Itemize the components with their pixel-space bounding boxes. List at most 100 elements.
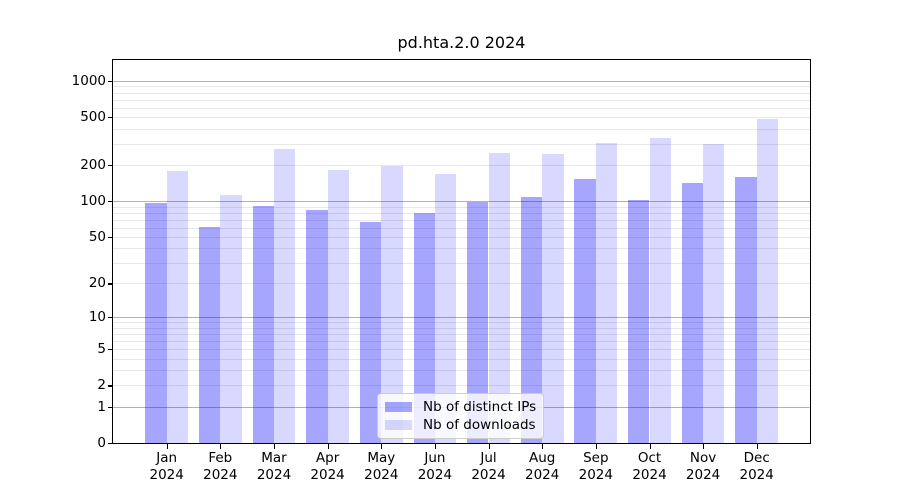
bar-downloads-may [381,165,403,443]
legend-label-distinct-ips: Nb of distinct IPs [423,398,537,415]
gridline-minor [113,322,810,324]
legend-swatch-downloads [385,420,412,430]
y-tick-label: 1 [97,398,106,415]
bar-downloads-nov [703,144,725,443]
x-tick-mark [649,444,651,449]
gridline-minor [113,143,810,145]
bar-distinct-ips-sep [574,179,596,443]
y-tick-label: 0 [97,435,106,451]
x-tick-label-feb: Feb 2024 [203,450,238,483]
gridline-minor [113,92,810,94]
legend: Nb of distinct IPs Nb of downloads [377,393,544,439]
gridline-minor [113,117,810,119]
legend-entry-distinct-ips: Nb of distinct IPs [385,399,537,416]
gridline-minor [113,99,810,101]
x-tick-mark [756,444,758,449]
bar-downloads-jul [488,153,510,443]
legend-label-downloads: Nb of downloads [423,416,536,433]
bar-downloads-oct [649,137,671,443]
gridline-minor [113,327,810,329]
x-tick-label-sep: Sep 2024 [578,450,613,483]
y-tick-mark [108,165,113,167]
y-tick-mark [108,443,113,445]
x-tick-label-jan: Jan 2024 [149,450,184,483]
gridline-minor [113,206,810,208]
y-tick-mark [108,80,113,83]
y-tick-label: 2 [97,377,106,394]
y-tick-mark [108,406,113,408]
bar-distinct-ips-jun [413,212,435,443]
x-tick-label-aug: Aug 2024 [525,450,560,483]
gridline-major [113,201,810,203]
legend-entry-downloads: Nb of downloads [385,417,537,434]
bar-distinct-ips-jul [467,201,489,443]
x-tick-label-jun: Jun 2024 [417,450,453,483]
gridline-minor [113,212,810,214]
gridline-minor [113,370,810,372]
y-tick-label: 20 [88,275,106,292]
y-tick-label: 10 [88,309,106,326]
legend-swatch-distinct-ips [385,402,412,412]
x-tick-mark [488,444,490,449]
bar-distinct-ips-may [359,221,382,443]
bar-distinct-ips-dec [735,176,757,443]
y-tick-label: 200 [80,157,106,173]
x-tick-mark [434,444,437,449]
x-tick-mark [274,444,276,449]
y-tick-label: 50 [88,228,106,245]
bar-distinct-ips-apr [306,209,328,443]
y-tick-mark [108,385,113,387]
bar-downloads-mar [274,149,296,443]
x-tick-label-oct: Oct 2024 [632,450,667,483]
y-tick-label: 500 [80,109,106,126]
gridline-minor [113,165,810,166]
gridline-major [113,80,810,82]
y-tick-mark [108,349,113,351]
plot-area: Nb of distinct IPs Nb of downloads [112,59,811,444]
bar-downloads-jan [166,170,189,443]
y-tick-label: 100 [80,193,106,210]
x-tick-label-may: May 2024 [364,450,399,483]
bar-distinct-ips-mar [252,206,274,443]
gridline-minor [113,236,810,238]
bar-downloads-sep [595,142,618,443]
x-tick-mark [542,444,544,449]
gridline-minor [113,349,810,351]
y-tick-mark [108,117,113,119]
y-tick-label: 5 [97,341,106,358]
gridline-minor [113,128,810,130]
bar-downloads-aug [542,153,564,443]
y-tick-mark [108,201,113,203]
x-tick-mark [166,444,168,449]
bar-downloads-feb [220,195,242,443]
x-tick-label-apr: Apr 2024 [310,450,345,483]
gridline-minor [113,86,810,88]
bar-distinct-ips-feb [198,226,221,443]
gridline-minor [113,219,810,221]
gridline-minor [113,107,810,109]
x-tick-mark [703,444,705,449]
x-tick-label-mar: Mar 2024 [256,450,292,483]
x-tick-label-nov: Nov 2024 [685,450,721,483]
gridline-minor [113,227,810,229]
bar-downloads-apr [327,170,349,443]
bar-downloads-dec [756,119,779,443]
x-tick-mark [381,444,383,449]
x-tick-label-dec: Dec 2024 [739,450,774,483]
bar-downloads-jun [434,173,457,443]
gridline-minor [113,263,810,264]
bar-distinct-ips-jan [145,202,167,443]
bar-distinct-ips-oct [628,200,650,443]
gridline-minor [113,385,810,387]
x-tick-mark [595,444,597,449]
x-tick-mark [220,444,222,449]
x-tick-mark [327,444,329,449]
y-tick-mark [108,283,113,285]
gridline-minor [113,283,810,285]
gridline-minor [113,248,810,250]
chart-title: pd.hta.2.0 2024 [397,33,526,52]
y-tick-mark [108,317,113,319]
y-tick-mark [108,236,113,239]
bar-distinct-ips-nov [681,182,704,443]
gridline-minor [113,341,810,342]
